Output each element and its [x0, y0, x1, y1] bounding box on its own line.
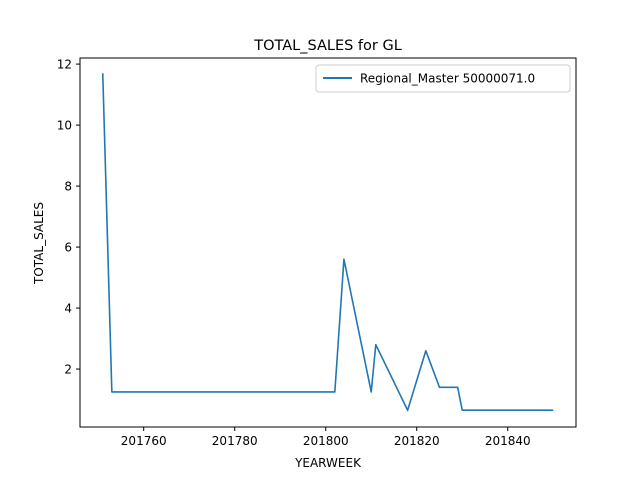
- plot-area: [101, 73, 554, 412]
- legend: Regional_Master 50000071.0: [315, 64, 571, 93]
- chart-title: TOTAL_SALES for GL: [253, 38, 402, 54]
- x-tick-label: 201800: [303, 434, 349, 448]
- y-tick-label: 6: [64, 241, 72, 255]
- series-line-0: [101, 73, 554, 412]
- y-tick-label: 8: [64, 180, 72, 194]
- y-tick-label: 12: [57, 58, 72, 72]
- y-axis-label: TOTAL_SALES: [32, 202, 46, 285]
- y-tick-label: 10: [57, 119, 72, 133]
- y-axis: 2 4 6 8 10 12: [57, 58, 80, 377]
- x-tick-label: 201840: [485, 434, 531, 448]
- legend-label: Regional_Master 50000071.0: [360, 72, 535, 86]
- x-axis-label: YEARWEEK: [294, 456, 362, 470]
- x-tick-label: 201780: [212, 434, 258, 448]
- x-axis: 201760 201780 201800 201820 201840: [121, 427, 531, 448]
- legend-box: [315, 64, 571, 93]
- plot-frame: [79, 57, 577, 428]
- x-tick-label: 201760: [121, 434, 167, 448]
- y-tick-label: 4: [64, 302, 72, 316]
- x-tick-label: 201820: [394, 434, 440, 448]
- y-tick-label: 2: [64, 363, 72, 377]
